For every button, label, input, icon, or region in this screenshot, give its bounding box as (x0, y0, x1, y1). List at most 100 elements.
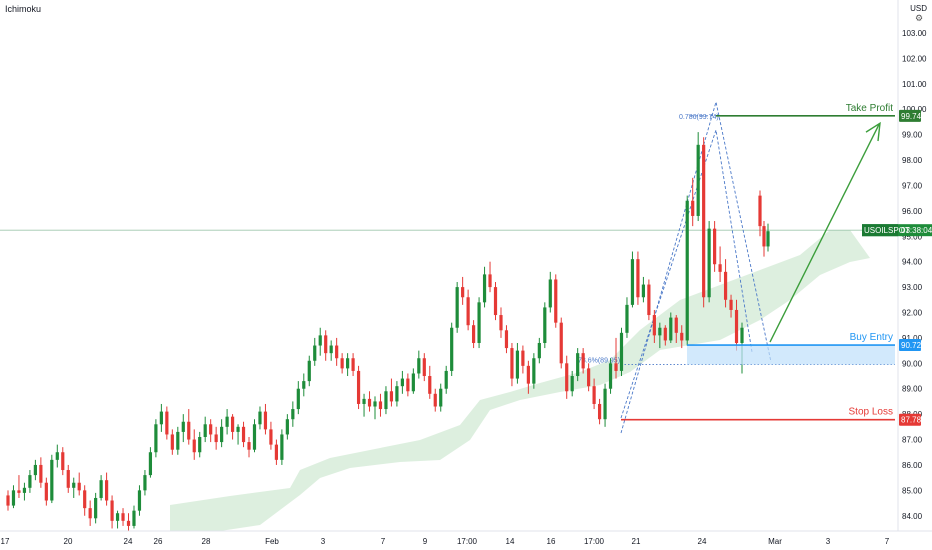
candle-body (154, 424, 158, 453)
indicator-label: Ichimoku (5, 4, 42, 14)
candle-body (39, 464, 43, 483)
candle-body (346, 358, 350, 369)
candle-body (373, 401, 377, 407)
y-tick-label: 91.00 (902, 334, 923, 343)
y-tick-label: 97.00 (902, 181, 923, 190)
candle-body (636, 259, 640, 298)
candle-body (499, 315, 503, 331)
candle-body (433, 393, 437, 407)
candle-body (378, 401, 383, 410)
candle-body (99, 480, 103, 498)
candle-body (543, 307, 547, 343)
candle-body (22, 487, 27, 493)
candlesticks (6, 132, 770, 531)
candle-body (44, 482, 48, 501)
candle-body (504, 330, 509, 349)
candle-body (94, 497, 98, 519)
stop-loss-badge (899, 413, 921, 426)
candle-body (389, 391, 394, 402)
candle-body (406, 378, 410, 392)
candle-body (285, 419, 289, 435)
candle-body (461, 287, 465, 298)
candle-body (340, 358, 344, 369)
candle-body (740, 327, 744, 343)
candle-body (400, 378, 404, 387)
y-tick-label: 101.00 (902, 80, 927, 89)
candle-body (576, 353, 580, 377)
candle-body (691, 200, 695, 216)
candle-body (72, 482, 76, 488)
candle-body (444, 370, 448, 389)
symbol-badge (862, 224, 898, 237)
cloud-area (170, 230, 870, 531)
candle-body (471, 325, 476, 343)
candle-body (493, 287, 498, 316)
x-tick-label: 20 (64, 537, 73, 546)
candle-body (532, 358, 536, 384)
price-levels: Take Profit Buy Entry Stop Loss (621, 103, 895, 421)
candle-body (225, 416, 229, 427)
gear-icon[interactable]: ⚙ (915, 13, 924, 23)
buy-entry-badge (899, 339, 921, 352)
x-tick-label: 14 (506, 537, 515, 546)
candle-body (181, 421, 185, 432)
y-tick-label: 86.00 (902, 461, 923, 470)
candle-body (488, 274, 492, 288)
candle-body (713, 228, 717, 265)
time-axis[interactable]: 17 20 24 26 28 Feb 3 7 9 17:00 14 16 17:00 21 24 Mar 3 7 (1, 537, 890, 546)
candle-body (17, 490, 21, 493)
candle-body (696, 144, 700, 216)
x-tick-label: 9 (423, 537, 428, 546)
candle-body (658, 327, 662, 336)
candle-body (592, 386, 596, 404)
candle-body (428, 376, 432, 394)
x-tick-label: 7 (381, 537, 386, 546)
candle-body (220, 426, 224, 443)
candle-body (329, 345, 333, 354)
candle-body (647, 284, 651, 316)
candle-body (559, 322, 563, 364)
candle-body (241, 426, 246, 443)
candle-body (61, 452, 65, 471)
fibonacci-pattern: 0.786(99.74) 78.6%(89.95) (578, 101, 895, 434)
y-tick-label: 98.00 (902, 156, 923, 165)
candle-body (55, 452, 59, 460)
candle-body (597, 403, 602, 420)
y-tick-label: 100.00 (902, 105, 927, 114)
candle-body (252, 424, 257, 450)
candle-body (663, 327, 667, 341)
y-tick-label: 89.00 (902, 385, 923, 394)
candle-body (384, 391, 388, 410)
x-tick-label: 17:00 (457, 537, 478, 546)
candle-body (630, 259, 635, 305)
candle-body (143, 475, 147, 491)
candle-body (482, 274, 487, 303)
candle-body (110, 500, 114, 521)
y-tick-label: 99.00 (902, 131, 923, 140)
candle-body (137, 490, 142, 511)
candle-body (603, 388, 607, 420)
x-tick-label: 24 (698, 537, 707, 546)
candle-body (702, 144, 706, 298)
fib-label-bottom: 78.6%(89.95) (578, 358, 620, 365)
candle-body (455, 287, 459, 328)
candle-body (187, 421, 191, 440)
stop-loss-label: Stop Loss (849, 407, 893, 418)
price-axis[interactable]: 84.0085.0086.0087.0088.0089.0090.0091.00… (902, 29, 927, 521)
candle-body (291, 409, 295, 420)
candle-body (466, 297, 470, 326)
candle-body (115, 513, 120, 521)
candle-body (318, 335, 322, 346)
x-tick-label: 7 (885, 537, 890, 546)
candle-body (307, 360, 311, 382)
y-tick-label: 92.00 (902, 309, 923, 318)
candle-body (565, 363, 569, 392)
arrow-shaft (769, 124, 880, 343)
candle-body (548, 279, 552, 308)
candle-body (554, 279, 558, 323)
candle-body (214, 434, 218, 443)
candle-body (209, 424, 213, 435)
candle-body (734, 309, 739, 343)
stop-loss-badge-text: 87.78 (901, 416, 922, 425)
